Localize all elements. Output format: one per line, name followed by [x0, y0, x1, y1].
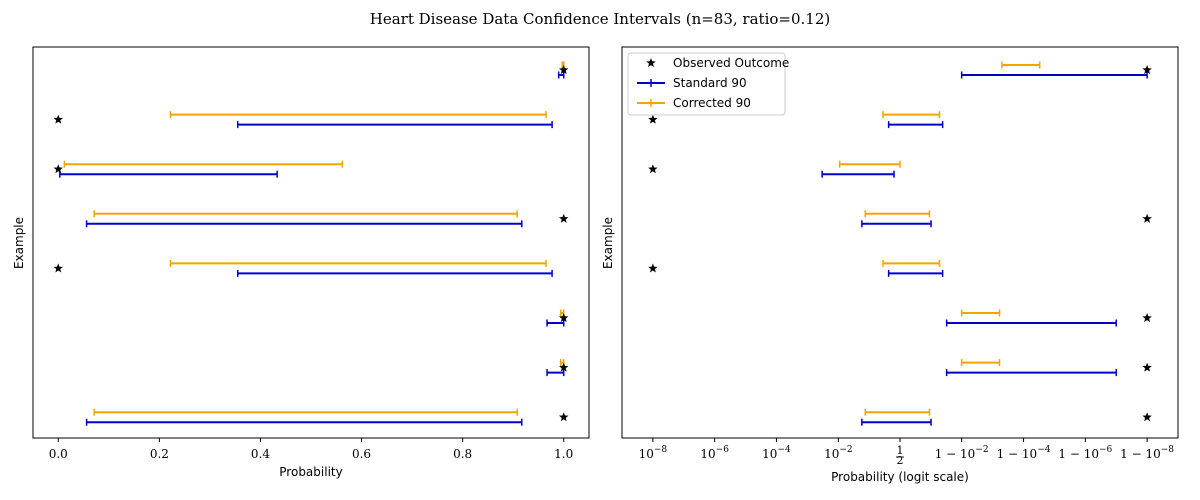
right-y-axis-label: Example: [601, 217, 615, 269]
right-x-axis-label: Probability (logit scale): [831, 470, 969, 484]
right-x-tick-label-2: 10−4: [762, 445, 791, 461]
right-x-tick-label-8: 1 − 10−8: [1120, 445, 1174, 461]
figure-title: Heart Disease Data Confidence Intervals …: [370, 10, 830, 28]
right-row-4-observed-marker: [648, 263, 658, 273]
left-x-ticks: 0.0 0.2 0.4 0.6 0.8 1.0: [49, 438, 573, 461]
left-row-4-observed-marker: [53, 263, 64, 273]
right-x-tick-label-5: 1 − 10−2: [935, 445, 989, 461]
right-row-2-observed-marker: [648, 164, 658, 174]
left-x-axis-label: Probability: [279, 465, 342, 479]
right-x-tick-label-0: 10−8: [639, 445, 668, 461]
left-row-2-observed-marker: [53, 164, 64, 174]
left-row-3-observed-marker: [558, 213, 569, 223]
left-row-1-observed-marker: [53, 114, 64, 124]
left-panel: 0.0 0.2 0.4 0.6 0.8 1.0 Probability Example: [12, 46, 590, 479]
right-row-3-observed-marker: [1142, 213, 1152, 223]
legend-observed-marker: [646, 58, 656, 68]
right-row-0-observed-marker: [1142, 65, 1152, 75]
legend-markers: [637, 58, 665, 107]
left-row-0-observed-marker: [558, 65, 569, 75]
right-x-tick-label-1: 10−6: [700, 445, 729, 461]
left-x-tick-label-3: 0.6: [352, 447, 371, 461]
legend-label-corrected: Corrected 90: [673, 96, 751, 110]
left-plot-content: [53, 61, 569, 426]
right-x-ticks: 10−8 10−6 10−4 10−2 1 2 1 − 10−2 1 − 10−4 1 − 10…: [639, 438, 1174, 467]
right-row-7-observed-marker: [1142, 412, 1152, 422]
left-x-tick-label-2: 0.4: [251, 447, 270, 461]
left-x-tick-label-0: 0.0: [49, 447, 68, 461]
left-x-tick-label-1: 0.2: [150, 447, 169, 461]
left-x-tick-label-4: 0.8: [453, 447, 472, 461]
left-plot-frame: [32, 46, 590, 439]
right-x-tick-label-3: 10−2: [824, 445, 853, 461]
right-panel: 10−8 10−6 10−4 10−2 1 2 1 − 10−2 1 − 10−4 1 − 10…: [601, 46, 1179, 484]
left-row-6-observed-marker: [558, 362, 569, 372]
right-x-tick-label-7: 1 − 10−6: [1058, 445, 1112, 461]
right-row-6-observed-marker: [1142, 362, 1152, 372]
right-plot-content: [648, 61, 1152, 426]
right-row-5-observed-marker: [1142, 313, 1152, 323]
right-x-tick-label-6: 1 − 10−4: [997, 445, 1051, 461]
left-row-7-observed-marker: [558, 412, 569, 422]
legend: Observed Outcome Standard 90 Corrected 9…: [627, 52, 789, 116]
left-x-tick-label-5: 1.0: [554, 447, 573, 461]
legend-box: [627, 52, 786, 116]
legend-label-observed: Observed Outcome: [673, 56, 789, 70]
left-row-5-observed-marker: [558, 313, 569, 323]
left-y-axis-label: Example: [12, 217, 26, 269]
legend-label-standard: Standard 90: [673, 76, 747, 90]
right-row-1-observed-marker: [648, 114, 658, 124]
